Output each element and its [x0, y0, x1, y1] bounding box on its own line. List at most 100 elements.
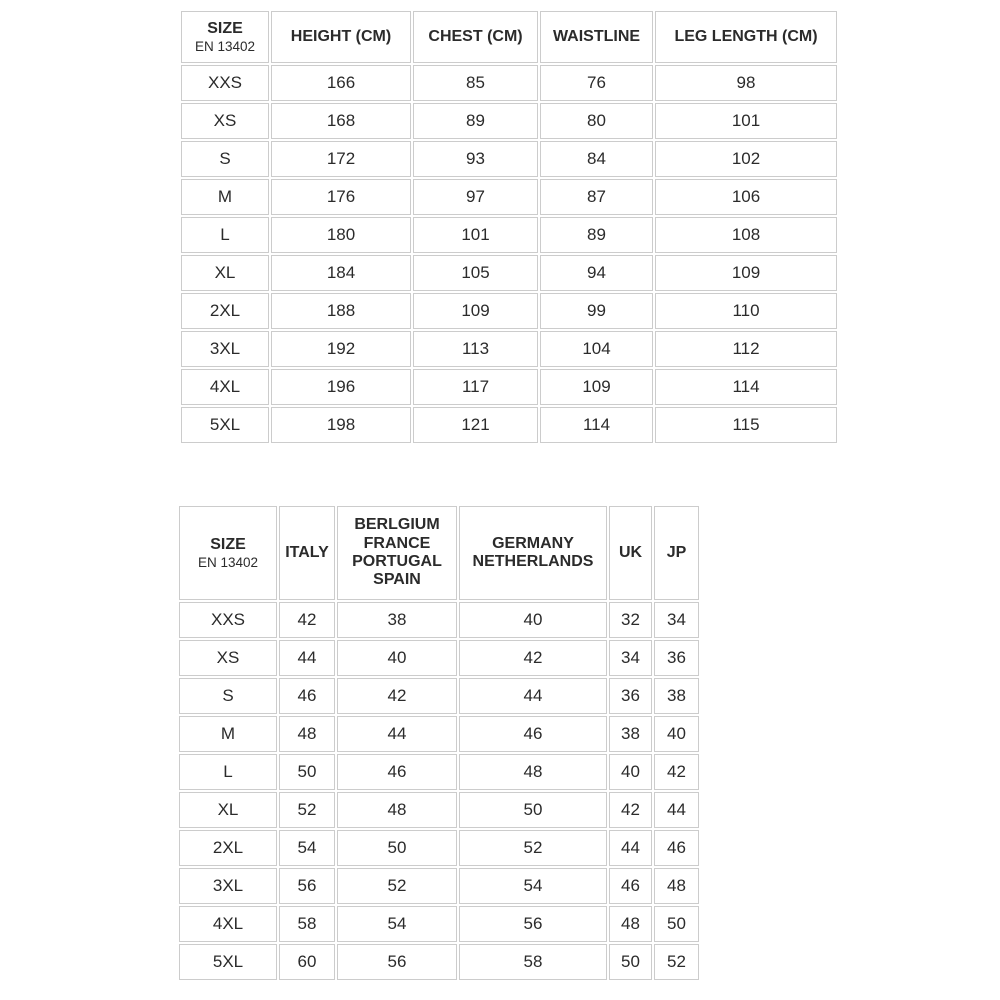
value-cell: 87 — [540, 179, 653, 215]
size-label-cell: S — [179, 678, 277, 714]
measurements-table-container: SIZE EN 13402 HEIGHT (CM) CHEST (CM) WAISTLI… — [179, 9, 839, 445]
table-row: 2XL 188 109 99 110 — [181, 293, 837, 329]
column-header-line: WAISTLINE — [552, 27, 641, 45]
column-header-line: SIZE — [207, 19, 243, 37]
value-cell: 114 — [540, 407, 653, 443]
conversion-table-head: SIZE EN 13402 ITALY BERLGIUM FRANCE PORTUGAL S… — [179, 506, 699, 600]
column-header: CHEST (CM) — [413, 11, 538, 63]
table-row: S 172 93 84 102 — [181, 141, 837, 177]
value-cell: 184 — [271, 255, 411, 291]
value-cell: 56 — [459, 906, 607, 942]
value-cell: 112 — [655, 331, 837, 367]
value-cell: 99 — [540, 293, 653, 329]
size-label-cell: S — [181, 141, 269, 177]
value-cell: 34 — [609, 640, 652, 676]
table-row: XXS 42 38 40 32 34 — [179, 602, 699, 638]
table-row: XL 184 105 94 109 — [181, 255, 837, 291]
value-cell: 93 — [413, 141, 538, 177]
value-cell: 196 — [271, 369, 411, 405]
value-cell: 48 — [337, 792, 457, 828]
value-cell: 56 — [337, 944, 457, 980]
column-header: GERMANY NETHERLANDS — [459, 506, 607, 600]
value-cell: 56 — [279, 868, 335, 904]
value-cell: 44 — [279, 640, 335, 676]
value-cell: 50 — [337, 830, 457, 866]
column-header-line: GERMANY — [492, 534, 574, 552]
measurements-table: SIZE EN 13402 HEIGHT (CM) CHEST (CM) WAISTLI… — [179, 9, 839, 445]
value-cell: 102 — [655, 141, 837, 177]
size-label-cell: 3XL — [179, 868, 277, 904]
size-label-cell: 5XL — [181, 407, 269, 443]
value-cell: 58 — [459, 944, 607, 980]
table-row: 2XL 54 50 52 44 46 — [179, 830, 699, 866]
value-cell: 36 — [654, 640, 699, 676]
column-header: WAISTLINE — [540, 11, 653, 63]
column-header: BERLGIUM FRANCE PORTUGAL SPAIN — [337, 506, 457, 600]
column-header-line: PORTUGAL — [352, 553, 442, 570]
value-cell: 58 — [279, 906, 335, 942]
value-cell: 121 — [413, 407, 538, 443]
size-label-cell: XL — [181, 255, 269, 291]
value-cell: 50 — [654, 906, 699, 942]
value-cell: 106 — [655, 179, 837, 215]
value-cell: 42 — [609, 792, 652, 828]
value-cell: 176 — [271, 179, 411, 215]
value-cell: 44 — [609, 830, 652, 866]
size-label-cell: 4XL — [179, 906, 277, 942]
size-label-cell: XXS — [179, 602, 277, 638]
conversion-table: SIZE EN 13402 ITALY BERLGIUM FRANCE PORTUGAL S… — [177, 504, 701, 982]
size-label-cell: XS — [181, 103, 269, 139]
value-cell: 46 — [337, 754, 457, 790]
table-row: 4XL 196 117 109 114 — [181, 369, 837, 405]
value-cell: 109 — [655, 255, 837, 291]
table-row: 3XL 192 113 104 112 — [181, 331, 837, 367]
value-cell: 104 — [540, 331, 653, 367]
size-label-cell: L — [179, 754, 277, 790]
size-label-cell: 2XL — [179, 830, 277, 866]
value-cell: 109 — [540, 369, 653, 405]
value-cell: 168 — [271, 103, 411, 139]
value-cell: 97 — [413, 179, 538, 215]
value-cell: 50 — [459, 792, 607, 828]
value-cell: 117 — [413, 369, 538, 405]
measurements-table-head: SIZE EN 13402 HEIGHT (CM) CHEST (CM) WAISTLI… — [181, 11, 837, 63]
value-cell: 48 — [654, 868, 699, 904]
column-header-line: SPAIN — [373, 571, 421, 589]
column-header-subtitle: EN 13402 — [194, 38, 256, 54]
column-header: UK — [609, 506, 652, 600]
value-cell: 89 — [540, 217, 653, 253]
value-cell: 54 — [337, 906, 457, 942]
value-cell: 44 — [337, 716, 457, 752]
table-row: XS 44 40 42 34 36 — [179, 640, 699, 676]
conversion-table-container: SIZE EN 13402 ITALY BERLGIUM FRANCE PORTUGAL S… — [177, 504, 701, 982]
table-row: XXS 166 85 76 98 — [181, 65, 837, 101]
value-cell: 42 — [654, 754, 699, 790]
value-cell: 76 — [540, 65, 653, 101]
value-cell: 172 — [271, 141, 411, 177]
value-cell: 54 — [459, 868, 607, 904]
value-cell: 44 — [459, 678, 607, 714]
value-cell: 108 — [655, 217, 837, 253]
size-label-cell: 4XL — [181, 369, 269, 405]
value-cell: 109 — [413, 293, 538, 329]
value-cell: 94 — [540, 255, 653, 291]
value-cell: 84 — [540, 141, 653, 177]
size-label-cell: XS — [179, 640, 277, 676]
size-label-cell: 3XL — [181, 331, 269, 367]
value-cell: 46 — [654, 830, 699, 866]
column-header-line: SIZE — [210, 535, 246, 553]
table-row: M 176 97 87 106 — [181, 179, 837, 215]
value-cell: 38 — [337, 602, 457, 638]
value-cell: 48 — [459, 754, 607, 790]
size-label-cell: XXS — [181, 65, 269, 101]
column-header: LEG LENGTH (CM) — [655, 11, 837, 63]
value-cell: 42 — [459, 640, 607, 676]
value-cell: 40 — [654, 716, 699, 752]
column-header-line: NETHERLANDS — [472, 553, 594, 570]
size-label-cell: L — [181, 217, 269, 253]
value-cell: 110 — [655, 293, 837, 329]
value-cell: 50 — [279, 754, 335, 790]
value-cell: 105 — [413, 255, 538, 291]
value-cell: 192 — [271, 331, 411, 367]
